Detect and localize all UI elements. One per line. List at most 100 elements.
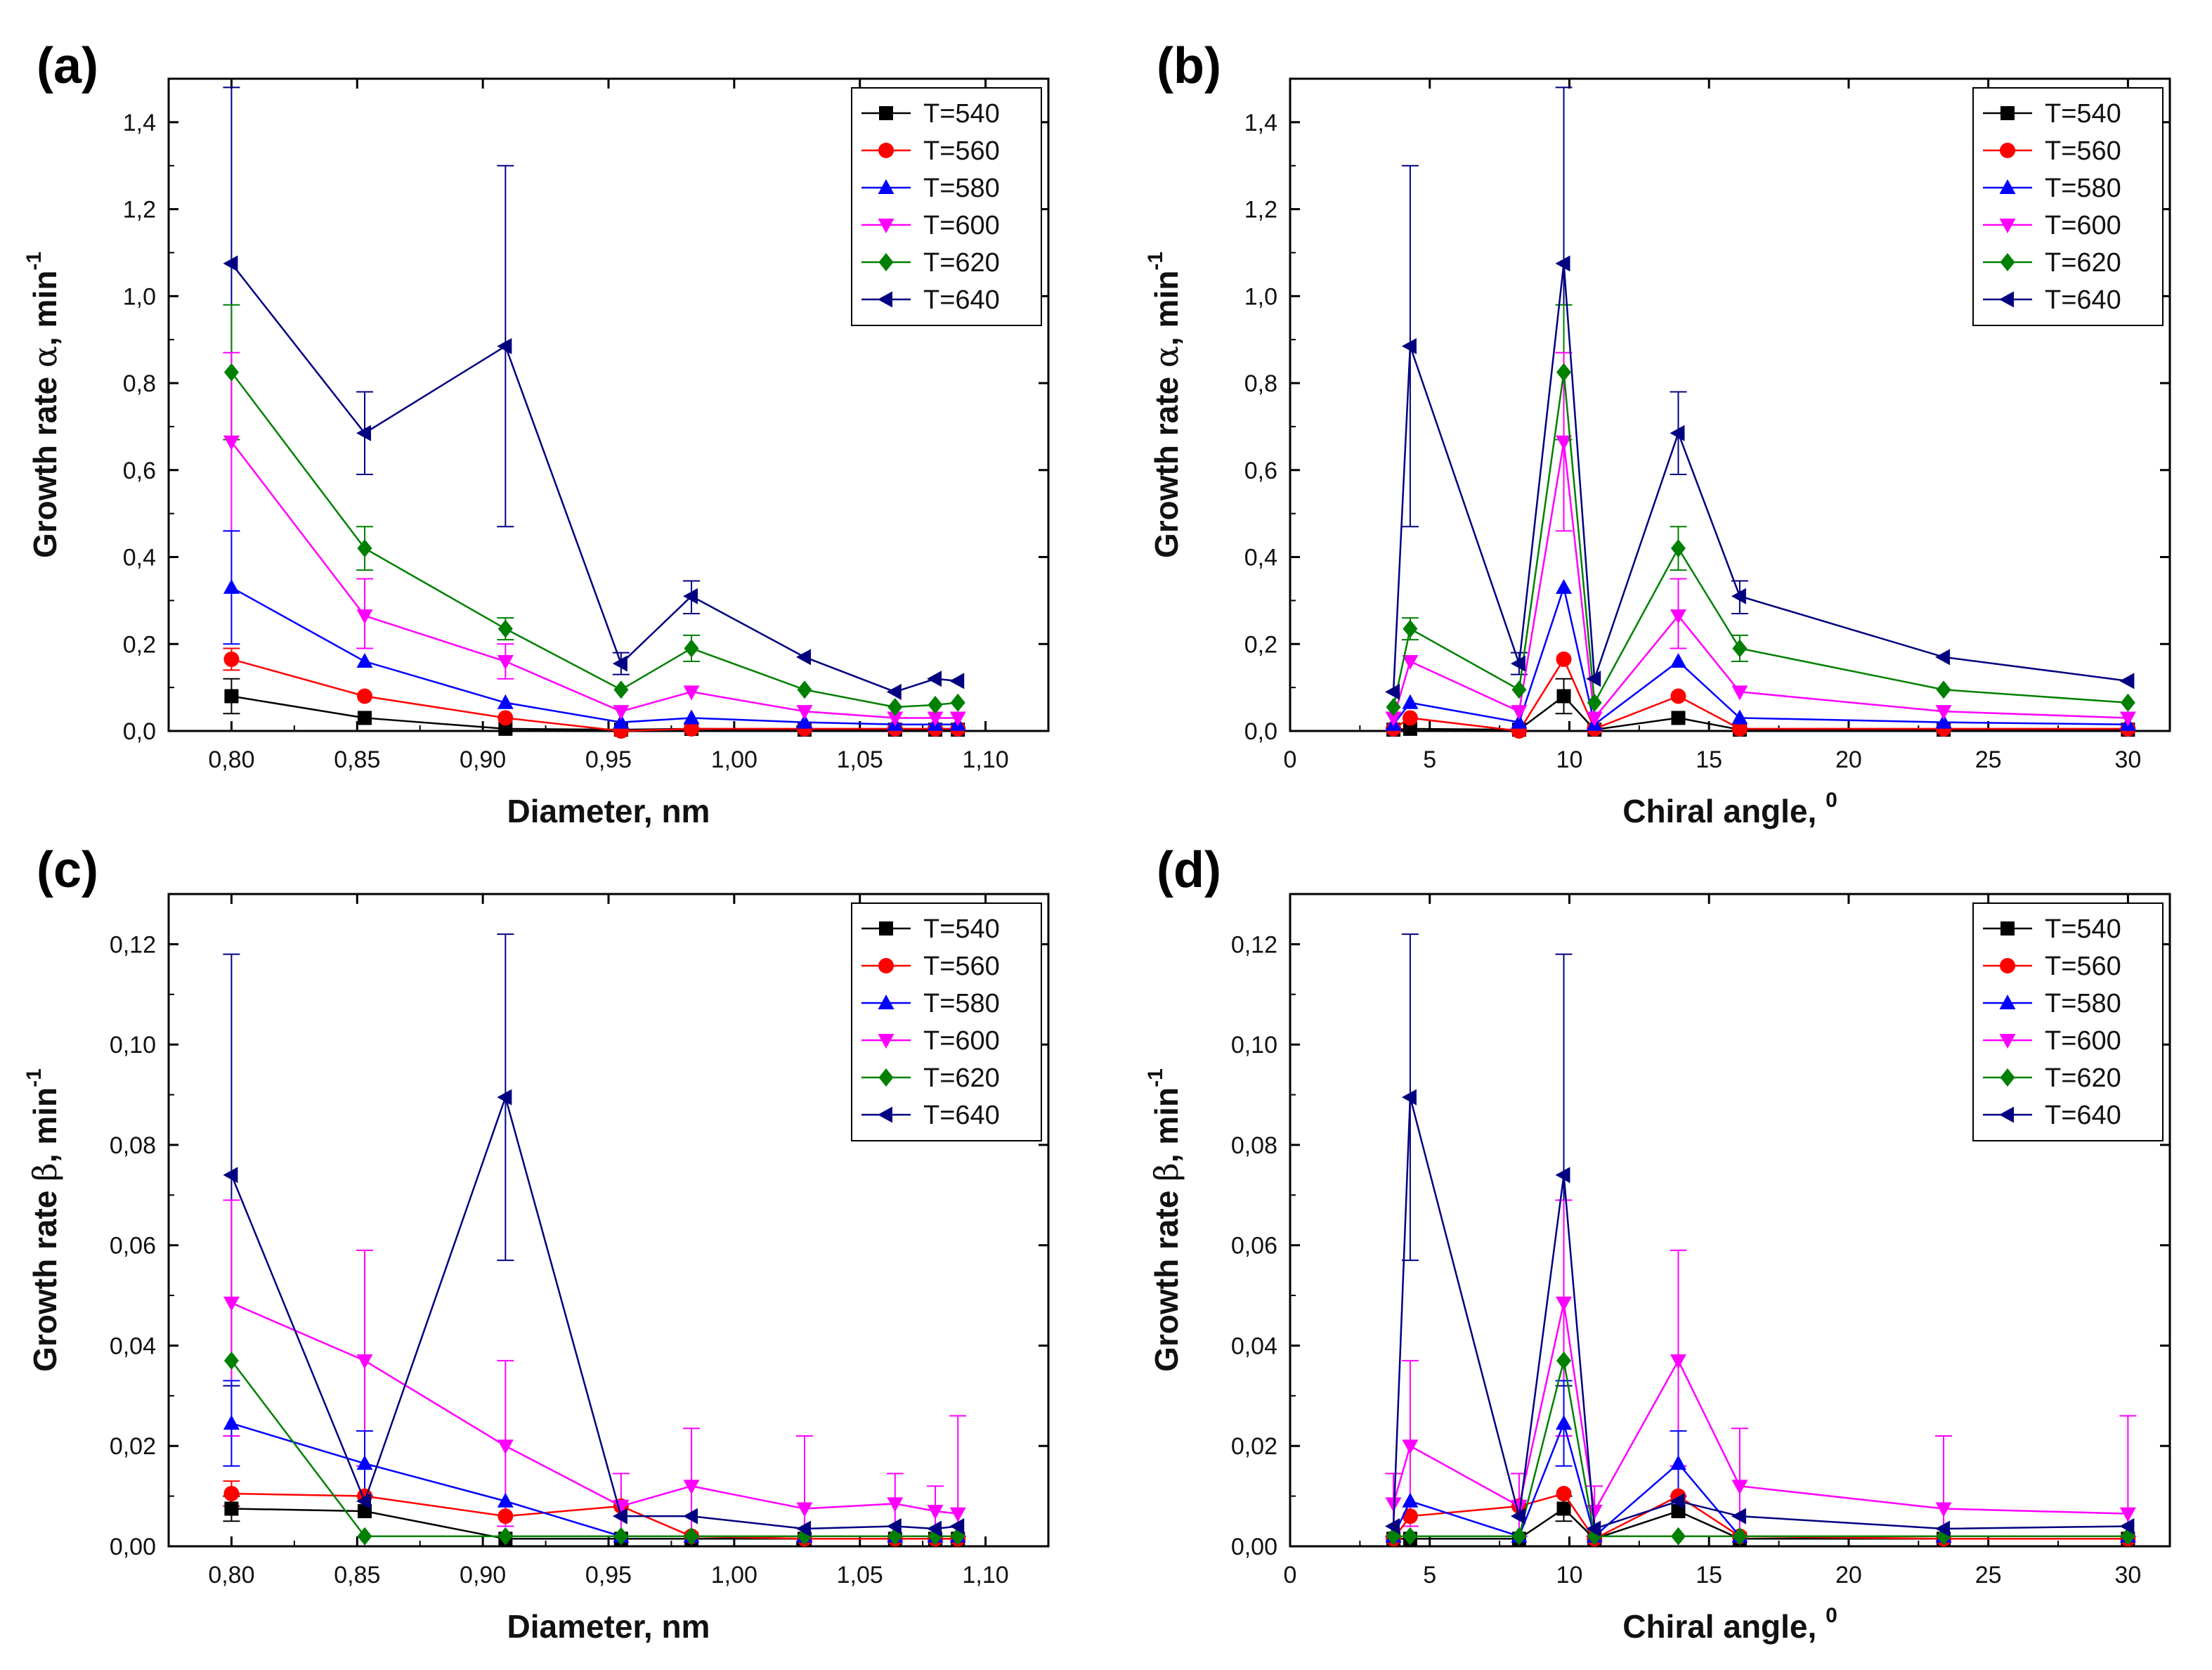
data-point bbox=[497, 710, 514, 726]
data-point bbox=[928, 695, 943, 714]
data-point bbox=[497, 1089, 512, 1106]
legend-marker bbox=[1999, 1034, 2016, 1049]
y-tick-label: 0,2 bbox=[123, 631, 156, 658]
y-tick-label: 1,4 bbox=[123, 110, 156, 136]
data-point bbox=[1511, 680, 1527, 699]
legend-box bbox=[851, 902, 1042, 1141]
y-axis-label-superscript: -1 bbox=[1144, 252, 1167, 271]
legend-marker bbox=[878, 219, 894, 233]
data-point bbox=[1555, 255, 1570, 272]
data-point bbox=[949, 1507, 966, 1522]
data-point bbox=[2119, 1517, 2135, 1534]
data-point bbox=[356, 1455, 373, 1470]
legend-label: T=560 bbox=[2045, 952, 2121, 981]
data-point bbox=[357, 539, 372, 558]
data-point bbox=[949, 673, 965, 690]
y-axis-label-unit: , min bbox=[27, 271, 63, 346]
data-point bbox=[223, 1296, 240, 1312]
data-point bbox=[1586, 711, 1603, 727]
legend-label: T=620 bbox=[923, 248, 1000, 278]
legend-marker bbox=[2000, 253, 2015, 271]
y-tick-label: 1,2 bbox=[123, 197, 156, 224]
x-tick-label: 0,80 bbox=[208, 746, 254, 773]
y-tick-label: 0,00 bbox=[110, 1534, 156, 1560]
data-point bbox=[887, 711, 904, 727]
y-tick-label: 1,0 bbox=[1244, 283, 1277, 310]
legend-marker bbox=[2000, 106, 2015, 120]
y-axis-label-unit: , min bbox=[27, 1087, 63, 1163]
data-point bbox=[684, 720, 700, 737]
y-tick-label: 0,04 bbox=[110, 1333, 156, 1359]
x-axis-label: Diameter, nm bbox=[507, 1608, 710, 1645]
chart-panel-d: 0 5 10 15 20 25 30 0,00 0,02 0,04 0,06 0,08 0,10 0,12… bbox=[1144, 842, 2171, 1645]
y-tick-label: 0,12 bbox=[1231, 931, 1277, 958]
series-line-t-580 bbox=[1392, 1420, 2128, 1538]
data-point bbox=[498, 721, 513, 736]
y-tick-label: 0,0 bbox=[1244, 718, 1277, 745]
x-axis-label-text: Chiral angle, bbox=[1622, 1608, 1826, 1645]
data-point bbox=[223, 1486, 240, 1502]
x-tick-label: 0,95 bbox=[585, 746, 632, 773]
data-point bbox=[927, 671, 942, 687]
series-line-t-540 bbox=[231, 695, 958, 731]
data-point bbox=[356, 653, 373, 668]
legend-label: T=640 bbox=[923, 285, 1000, 315]
data-point bbox=[1670, 1493, 1685, 1510]
data-point bbox=[1670, 1354, 1686, 1369]
data-point bbox=[1586, 671, 1601, 687]
y-tick-label: 0,4 bbox=[1244, 545, 1277, 571]
data-point bbox=[683, 709, 700, 725]
legend-box bbox=[1972, 87, 2164, 326]
x-tick-label: 0 bbox=[1284, 1562, 1297, 1588]
y-tick-label: 1,0 bbox=[123, 283, 156, 310]
x-axis-label-text: Diameter, nm bbox=[507, 793, 710, 829]
legend-label: T=540 bbox=[2045, 99, 2121, 129]
y-tick-label: 0,12 bbox=[110, 931, 156, 958]
y-axis-label: Growth rate α, min-1 bbox=[22, 252, 64, 558]
x-tick-label: 0,85 bbox=[334, 746, 380, 773]
x-axis-label-text: Chiral angle, bbox=[1622, 793, 1826, 829]
y-tick-label: 0,8 bbox=[1244, 370, 1277, 397]
data-point bbox=[797, 680, 812, 699]
series-line-t-540 bbox=[1393, 694, 2128, 731]
data-point bbox=[1385, 683, 1400, 700]
x-tick-label: 5 bbox=[1423, 1562, 1436, 1588]
legend-label: T=580 bbox=[2045, 989, 2121, 1018]
x-tick-label: 1,05 bbox=[837, 1562, 883, 1588]
y-axis-label-text: Growth rate bbox=[27, 368, 63, 558]
y-axis-label-text: Growth rate bbox=[1148, 1182, 1185, 1372]
x-tick-label: 0,90 bbox=[460, 746, 506, 773]
y-tick-label: 0,8 bbox=[123, 370, 156, 397]
data-point bbox=[887, 697, 903, 716]
x-tick-label: 1,10 bbox=[962, 1562, 1008, 1588]
data-point bbox=[1670, 1527, 1686, 1546]
data-point bbox=[1731, 588, 1746, 604]
data-point bbox=[497, 1439, 514, 1455]
data-point bbox=[1386, 697, 1401, 716]
data-point bbox=[1401, 1089, 1417, 1106]
data-point bbox=[1555, 1167, 1570, 1184]
legend-marker bbox=[2000, 143, 2015, 158]
x-tick-label: 20 bbox=[1835, 1562, 1862, 1588]
y-tick-label: 0,02 bbox=[110, 1433, 156, 1460]
data-point bbox=[223, 1351, 239, 1370]
data-point bbox=[497, 619, 513, 638]
y-axis-label-unit: , min bbox=[1148, 271, 1185, 346]
legend-marker bbox=[878, 958, 894, 973]
data-point bbox=[1402, 694, 1419, 709]
y-tick-label: 1,4 bbox=[1244, 110, 1277, 136]
x-tick-label: 30 bbox=[2114, 1562, 2141, 1588]
data-point bbox=[224, 689, 239, 704]
legend-label: T=580 bbox=[2045, 174, 2121, 203]
data-point bbox=[1510, 655, 1525, 672]
data-point bbox=[886, 1517, 902, 1534]
chart-panel-b: 0 5 10 15 20 25 30 0,0 0,2 0,4 0,6 0,8 1,0 1,2 1,4 Chir… bbox=[1144, 38, 2171, 829]
y-tick-label: 1,2 bbox=[1244, 197, 1277, 224]
data-point bbox=[1385, 1517, 1400, 1534]
legend-box bbox=[851, 87, 1042, 326]
x-tick-label: 0 bbox=[1284, 746, 1297, 773]
data-point bbox=[613, 713, 630, 729]
data-point bbox=[223, 578, 240, 594]
x-axis-label: Diameter, nm bbox=[507, 793, 710, 829]
